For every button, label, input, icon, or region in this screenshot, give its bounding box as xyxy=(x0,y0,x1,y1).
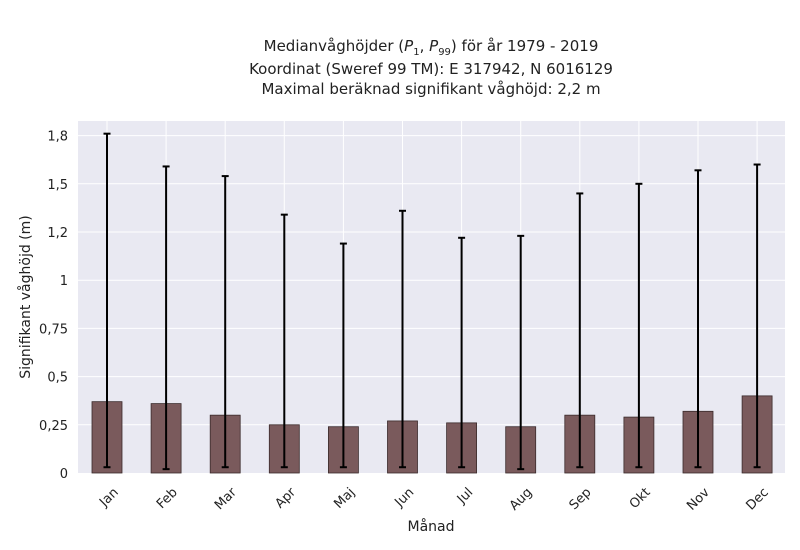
y-tick-labels: 0 0,25 0,5 0,75 1 1,2 1,5 1,8 xyxy=(39,130,68,482)
x-tick-label: Mar xyxy=(212,485,240,513)
error-bar-dec xyxy=(753,163,761,469)
error-bar-okt xyxy=(635,182,643,469)
x-tick-label: Sep xyxy=(567,485,595,513)
error-bar-jan xyxy=(103,132,111,469)
error-bar-jul xyxy=(458,236,466,469)
error-bar-sep xyxy=(576,192,584,469)
plot-area xyxy=(78,121,785,473)
error-bar-maj xyxy=(339,242,347,469)
y-tick-label: 0,25 xyxy=(39,419,68,434)
y-tick-label: 1,8 xyxy=(47,130,68,145)
error-bar-jun xyxy=(399,209,406,469)
y-tick-label: 0 xyxy=(60,467,68,482)
y-tick-label: 0,75 xyxy=(39,322,68,337)
error-bar-mar xyxy=(221,175,229,469)
y-tick-label: 0,5 xyxy=(47,371,68,386)
title-line-2: Koordinat (Sweref 99 TM): E 317942, N 60… xyxy=(249,60,613,78)
x-tick-label: Nov xyxy=(684,485,713,514)
title-line-1: Medianvåghöjder (P1, P99) för år 1979 - … xyxy=(264,37,599,58)
x-tick-label: Apr xyxy=(273,485,300,512)
x-tick-label: Okt xyxy=(627,485,654,512)
error-bar-nov xyxy=(694,169,702,469)
error-bar-feb xyxy=(162,165,170,471)
error-bars xyxy=(103,132,761,471)
x-tick-label: Jul xyxy=(454,485,476,507)
x-tick-label: Feb xyxy=(154,485,181,512)
error-bar-apr xyxy=(280,213,288,469)
x-axis-label: Månad xyxy=(408,518,455,535)
x-tick-label: Dec xyxy=(743,485,771,513)
y-axis-label: Signifikant våghöjd (m) xyxy=(17,215,34,378)
y-tick-label: 1,5 xyxy=(47,178,68,193)
x-tick-labels: Jan Feb Mar Apr Maj Jun Jul Aug Sep Okt Nov Dec xyxy=(96,485,772,514)
title-line-3: Maximal beräknad signifikant våghöjd: 2,… xyxy=(261,80,600,98)
x-tick-label: Jun xyxy=(392,485,418,511)
x-tick-label: Jan xyxy=(96,485,121,510)
x-tick-label: Aug xyxy=(507,485,536,514)
error-bar-aug xyxy=(517,234,525,471)
chart-title: Medianvåghöjder (P1, P99) för år 1979 - … xyxy=(249,37,613,98)
y-tick-label: 1 xyxy=(60,274,68,289)
x-tick-label: Maj xyxy=(331,485,358,512)
y-tick-label: 1,2 xyxy=(47,226,68,241)
